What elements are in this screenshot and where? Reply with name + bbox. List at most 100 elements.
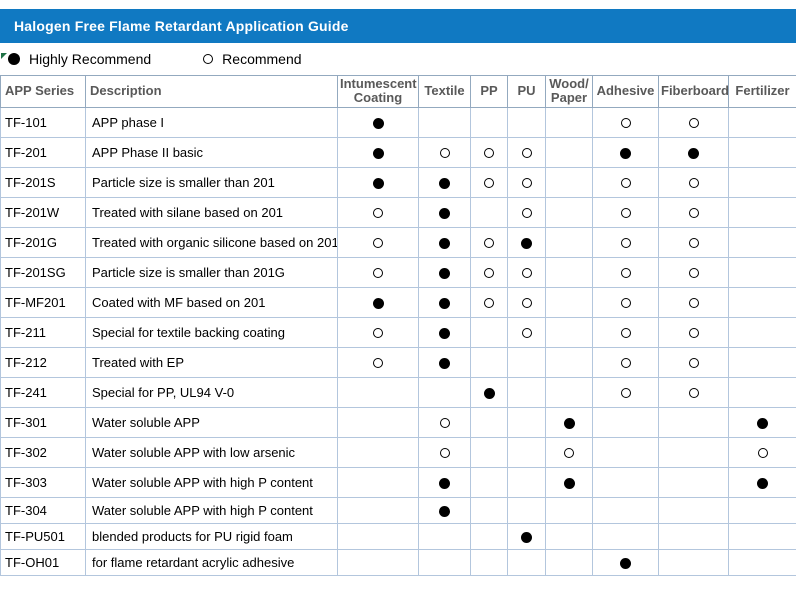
description-cell[interactable]: Particle size is smaller than 201 bbox=[86, 167, 338, 197]
rating-cell-adhesive[interactable] bbox=[593, 227, 659, 257]
app-series-cell[interactable]: TF-201SG bbox=[1, 257, 86, 287]
rating-cell-pu[interactable] bbox=[508, 523, 546, 549]
rating-cell-intumescent[interactable] bbox=[338, 347, 419, 377]
rating-cell-fertilizer[interactable] bbox=[729, 437, 796, 467]
rating-cell-adhesive[interactable] bbox=[593, 497, 659, 523]
rating-cell-wood[interactable] bbox=[546, 287, 593, 317]
column-header-fertilizer[interactable]: Fertilizer bbox=[729, 76, 796, 108]
rating-cell-wood[interactable] bbox=[546, 549, 593, 575]
rating-cell-fiberboard[interactable] bbox=[659, 497, 729, 523]
description-cell[interactable]: Treated with silane based on 201 bbox=[86, 197, 338, 227]
rating-cell-fiberboard[interactable] bbox=[659, 107, 729, 137]
rating-cell-pu[interactable] bbox=[508, 407, 546, 437]
app-series-cell[interactable]: TF-302 bbox=[1, 437, 86, 467]
app-series-cell[interactable]: TF-301 bbox=[1, 407, 86, 437]
rating-cell-pp[interactable] bbox=[471, 227, 508, 257]
description-cell[interactable]: Particle size is smaller than 201G bbox=[86, 257, 338, 287]
rating-cell-pp[interactable] bbox=[471, 407, 508, 437]
app-series-cell[interactable]: TF-201W bbox=[1, 197, 86, 227]
rating-cell-intumescent[interactable] bbox=[338, 317, 419, 347]
rating-cell-pp[interactable] bbox=[471, 197, 508, 227]
rating-cell-wood[interactable] bbox=[546, 167, 593, 197]
rating-cell-fiberboard[interactable] bbox=[659, 167, 729, 197]
rating-cell-fiberboard[interactable] bbox=[659, 257, 729, 287]
rating-cell-adhesive[interactable] bbox=[593, 317, 659, 347]
rating-cell-fertilizer[interactable] bbox=[729, 107, 796, 137]
rating-cell-pp[interactable] bbox=[471, 549, 508, 575]
rating-cell-textile[interactable] bbox=[419, 467, 471, 497]
rating-cell-wood[interactable] bbox=[546, 407, 593, 437]
rating-cell-intumescent[interactable] bbox=[338, 377, 419, 407]
description-cell[interactable]: Water soluble APP with high P content bbox=[86, 497, 338, 523]
rating-cell-pp[interactable] bbox=[471, 257, 508, 287]
rating-cell-adhesive[interactable] bbox=[593, 257, 659, 287]
app-series-cell[interactable]: TF-MF201 bbox=[1, 287, 86, 317]
app-series-cell[interactable]: TF-211 bbox=[1, 317, 86, 347]
rating-cell-fiberboard[interactable] bbox=[659, 377, 729, 407]
rating-cell-pu[interactable] bbox=[508, 257, 546, 287]
rating-cell-textile[interactable] bbox=[419, 107, 471, 137]
rating-cell-textile[interactable] bbox=[419, 347, 471, 377]
rating-cell-wood[interactable] bbox=[546, 137, 593, 167]
rating-cell-intumescent[interactable] bbox=[338, 437, 419, 467]
rating-cell-pu[interactable] bbox=[508, 227, 546, 257]
rating-cell-textile[interactable] bbox=[419, 523, 471, 549]
rating-cell-adhesive[interactable] bbox=[593, 407, 659, 437]
rating-cell-adhesive[interactable] bbox=[593, 377, 659, 407]
rating-cell-pu[interactable] bbox=[508, 347, 546, 377]
rating-cell-fertilizer[interactable] bbox=[729, 523, 796, 549]
description-cell[interactable]: Treated with organic silicone based on 2… bbox=[86, 227, 338, 257]
rating-cell-wood[interactable] bbox=[546, 437, 593, 467]
rating-cell-textile[interactable] bbox=[419, 377, 471, 407]
column-header-intumescent[interactable]: Intumescent Coating bbox=[338, 76, 419, 108]
column-header-adhesive[interactable]: Adhesive bbox=[593, 76, 659, 108]
rating-cell-fiberboard[interactable] bbox=[659, 137, 729, 167]
rating-cell-pp[interactable] bbox=[471, 167, 508, 197]
rating-cell-pu[interactable] bbox=[508, 437, 546, 467]
rating-cell-adhesive[interactable] bbox=[593, 347, 659, 377]
rating-cell-pp[interactable] bbox=[471, 287, 508, 317]
column-header-fiberboard[interactable]: Fiberboard bbox=[659, 76, 729, 108]
rating-cell-pu[interactable] bbox=[508, 287, 546, 317]
rating-cell-fiberboard[interactable] bbox=[659, 467, 729, 497]
rating-cell-wood[interactable] bbox=[546, 497, 593, 523]
rating-cell-intumescent[interactable] bbox=[338, 107, 419, 137]
rating-cell-textile[interactable] bbox=[419, 137, 471, 167]
rating-cell-fiberboard[interactable] bbox=[659, 549, 729, 575]
rating-cell-adhesive[interactable] bbox=[593, 549, 659, 575]
rating-cell-pp[interactable] bbox=[471, 107, 508, 137]
rating-cell-wood[interactable] bbox=[546, 107, 593, 137]
rating-cell-textile[interactable] bbox=[419, 197, 471, 227]
rating-cell-fertilizer[interactable] bbox=[729, 467, 796, 497]
rating-cell-intumescent[interactable] bbox=[338, 137, 419, 167]
rating-cell-intumescent[interactable] bbox=[338, 549, 419, 575]
rating-cell-fertilizer[interactable] bbox=[729, 497, 796, 523]
rating-cell-fertilizer[interactable] bbox=[729, 317, 796, 347]
description-cell[interactable]: Water soluble APP bbox=[86, 407, 338, 437]
description-cell[interactable]: Water soluble APP with low arsenic bbox=[86, 437, 338, 467]
rating-cell-wood[interactable] bbox=[546, 377, 593, 407]
rating-cell-fertilizer[interactable] bbox=[729, 549, 796, 575]
rating-cell-pu[interactable] bbox=[508, 167, 546, 197]
rating-cell-pu[interactable] bbox=[508, 197, 546, 227]
rating-cell-textile[interactable] bbox=[419, 257, 471, 287]
description-cell[interactable]: Coated with MF based on 201 bbox=[86, 287, 338, 317]
rating-cell-pp[interactable] bbox=[471, 523, 508, 549]
rating-cell-adhesive[interactable] bbox=[593, 137, 659, 167]
rating-cell-pp[interactable] bbox=[471, 437, 508, 467]
description-cell[interactable]: APP phase I bbox=[86, 107, 338, 137]
rating-cell-fiberboard[interactable] bbox=[659, 227, 729, 257]
rating-cell-pu[interactable] bbox=[508, 317, 546, 347]
rating-cell-adhesive[interactable] bbox=[593, 437, 659, 467]
rating-cell-textile[interactable] bbox=[419, 227, 471, 257]
rating-cell-fiberboard[interactable] bbox=[659, 437, 729, 467]
description-cell[interactable]: blended products for PU rigid foam bbox=[86, 523, 338, 549]
app-series-cell[interactable]: TF-PU501 bbox=[1, 523, 86, 549]
app-series-cell[interactable]: TF-201S bbox=[1, 167, 86, 197]
rating-cell-wood[interactable] bbox=[546, 347, 593, 377]
column-header-textile[interactable]: Textile bbox=[419, 76, 471, 108]
rating-cell-adhesive[interactable] bbox=[593, 467, 659, 497]
column-header-series[interactable]: APP Series bbox=[1, 76, 86, 108]
rating-cell-intumescent[interactable] bbox=[338, 167, 419, 197]
rating-cell-pu[interactable] bbox=[508, 137, 546, 167]
